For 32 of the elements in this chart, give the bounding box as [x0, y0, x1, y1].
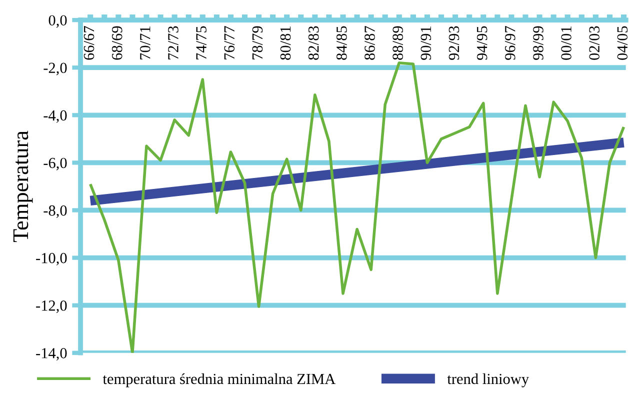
y-tick-label: -14,0	[36, 348, 67, 361]
y-tick-label: -12,0	[36, 300, 67, 313]
y-tick-label: -4,0	[44, 110, 67, 123]
x-tick-label: 94/95	[476, 26, 488, 60]
x-tick-label: 78/79	[252, 26, 263, 60]
x-tick-label: 04/05	[617, 26, 628, 60]
x-tick-label: 00/01	[561, 26, 572, 60]
y-axis-title: Temperatura	[13, 130, 33, 242]
x-tick-label: 90/91	[420, 26, 432, 60]
y-tick-label: -8,0	[44, 205, 67, 218]
x-tick-label: 66/67	[84, 26, 94, 60]
x-tick-label: 70/71	[140, 26, 150, 60]
y-tick-label: -6,0	[44, 158, 67, 170]
y-tick-label: -10,0	[36, 252, 67, 266]
y-tick-label: -2,0	[44, 62, 67, 76]
x-tick-label: 72/73	[168, 26, 178, 60]
x-tick-label: 84/85	[336, 26, 347, 60]
x-tick-label: 76/77	[224, 26, 235, 60]
x-tick-label: 80/81	[280, 26, 291, 60]
x-tick-label: 86/87	[364, 26, 375, 60]
line-series	[88, 61, 626, 353]
x-tick-label: 74/75	[196, 26, 206, 60]
x-tick-label: 98/99	[533, 26, 544, 60]
x-tick-label: 88/89	[392, 26, 403, 60]
x-tick-label: 82/83	[308, 26, 319, 60]
x-tick-label: 68/69	[112, 26, 122, 60]
legend-label: temperatura średnia minimalna ZIMA	[102, 373, 336, 388]
x-tick-label: 02/03	[589, 26, 600, 60]
x-tick-label: 96/97	[505, 26, 516, 60]
legend-label: trend liniowy	[447, 373, 530, 388]
y-tick-label: 0,0	[48, 15, 67, 28]
x-tick-label: 92/93	[448, 26, 460, 60]
